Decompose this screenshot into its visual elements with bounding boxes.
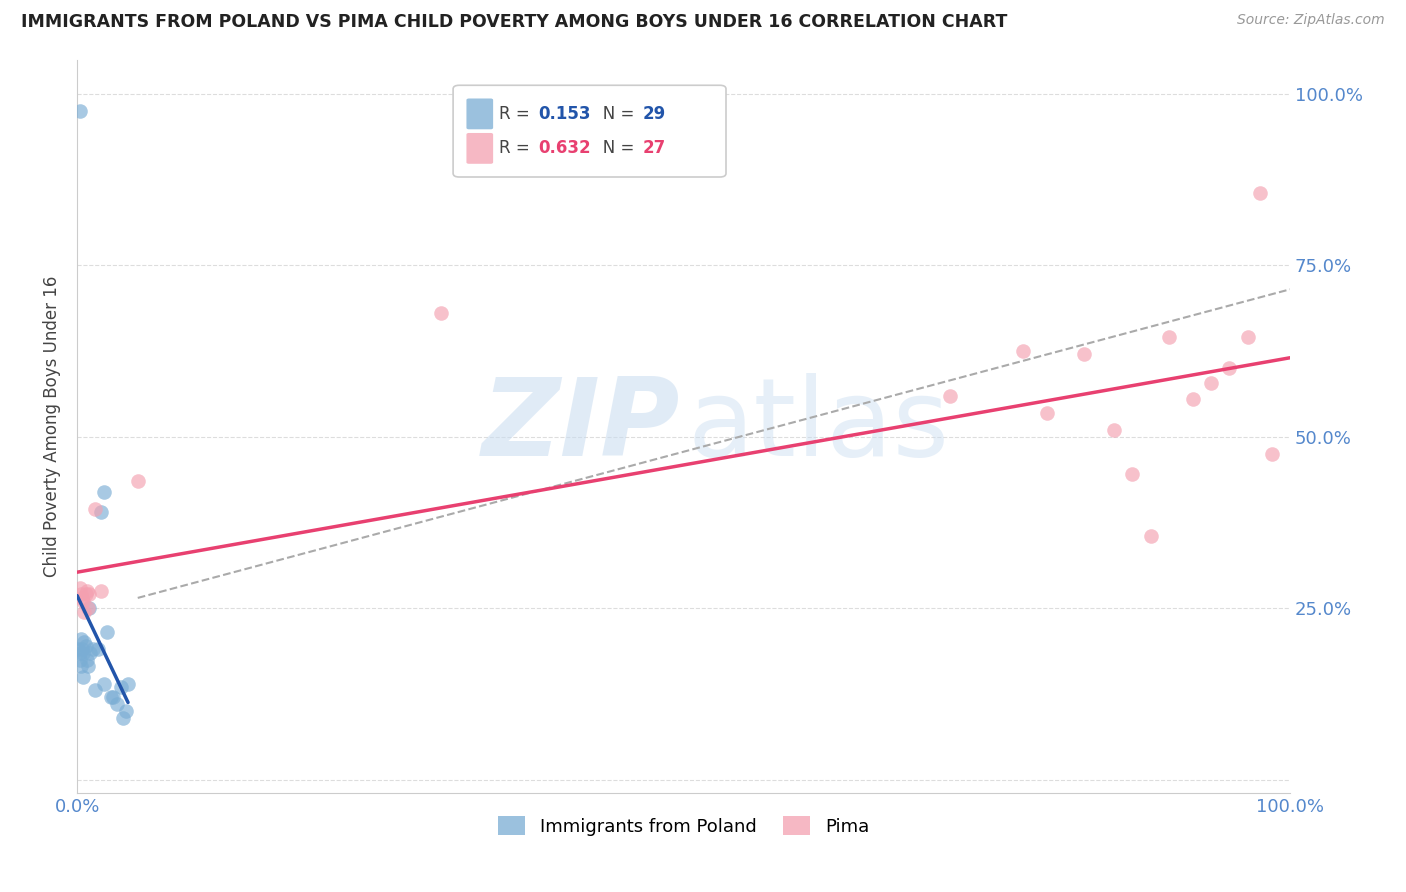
Text: R =: R = — [499, 139, 536, 157]
Point — [73, 635, 96, 649]
Point — [69, 632, 91, 646]
Point — [114, 704, 136, 718]
Point — [86, 642, 108, 657]
Point — [96, 625, 118, 640]
Point — [1139, 529, 1161, 543]
Point — [1249, 186, 1271, 201]
Point — [117, 676, 139, 690]
Text: IMMIGRANTS FROM POLAND VS PIMA CHILD POVERTY AMONG BOYS UNDER 16 CORRELATION CHA: IMMIGRANTS FROM POLAND VS PIMA CHILD POV… — [21, 13, 1008, 31]
Point — [90, 505, 112, 519]
Point — [1236, 330, 1258, 344]
Point — [76, 584, 98, 599]
Point — [69, 103, 91, 118]
Point — [1181, 392, 1204, 406]
Point — [103, 690, 125, 705]
Point — [1157, 330, 1180, 344]
Point — [75, 587, 97, 601]
Point — [1121, 467, 1143, 482]
Point — [73, 605, 96, 619]
Point — [1073, 347, 1095, 361]
Point — [430, 306, 453, 320]
Text: N =: N = — [586, 105, 640, 123]
Point — [69, 581, 91, 595]
Point — [1261, 447, 1284, 461]
Point — [90, 584, 112, 599]
Point — [77, 601, 100, 615]
Point — [67, 642, 90, 657]
Text: Source: ZipAtlas.com: Source: ZipAtlas.com — [1237, 13, 1385, 28]
Point — [1199, 376, 1222, 391]
FancyBboxPatch shape — [453, 86, 725, 177]
Text: 0.153: 0.153 — [538, 105, 591, 123]
Point — [77, 601, 100, 615]
Point — [93, 676, 115, 690]
Point — [72, 646, 94, 660]
Point — [77, 659, 100, 673]
Point — [69, 587, 91, 601]
Point — [93, 484, 115, 499]
Point — [1102, 423, 1125, 437]
Text: 0.632: 0.632 — [538, 139, 591, 157]
Point — [72, 670, 94, 684]
Legend: Immigrants from Poland, Pima: Immigrants from Poland, Pima — [498, 816, 869, 836]
Text: ZIP: ZIP — [481, 374, 681, 480]
Point — [1036, 406, 1059, 420]
Point — [105, 697, 128, 711]
Point — [70, 591, 93, 605]
Point — [110, 680, 132, 694]
FancyBboxPatch shape — [467, 98, 494, 129]
Point — [72, 594, 94, 608]
Text: atlas: atlas — [688, 374, 949, 480]
Point — [1218, 361, 1240, 376]
Text: 27: 27 — [643, 139, 665, 157]
Point — [84, 501, 107, 516]
FancyBboxPatch shape — [467, 133, 494, 164]
Point — [70, 642, 93, 657]
Text: N =: N = — [586, 139, 640, 157]
Point — [76, 652, 98, 666]
Text: 29: 29 — [643, 105, 665, 123]
Point — [939, 389, 962, 403]
Point — [127, 475, 149, 489]
Text: R =: R = — [499, 105, 536, 123]
Point — [69, 659, 91, 673]
Point — [84, 683, 107, 698]
Point — [69, 652, 91, 666]
Point — [100, 690, 122, 705]
Point — [77, 587, 100, 601]
Point — [75, 639, 97, 653]
Point — [82, 642, 104, 657]
Y-axis label: Child Poverty Among Boys Under 16: Child Poverty Among Boys Under 16 — [44, 276, 60, 577]
Point — [79, 646, 101, 660]
Point — [112, 711, 135, 725]
Point — [1012, 344, 1035, 359]
Point — [69, 646, 91, 660]
